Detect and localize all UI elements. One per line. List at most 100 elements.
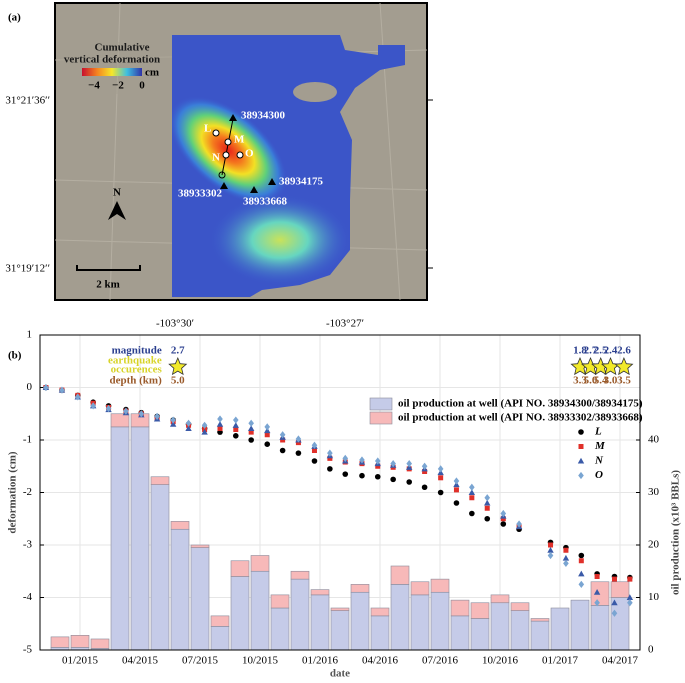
point [484, 494, 491, 502]
bar [470, 618, 490, 651]
point [217, 425, 223, 431]
legend-label: M [594, 440, 606, 452]
earthquake-legend: earthquake [108, 355, 162, 367]
point [123, 407, 129, 415]
y-tick-label: -3 [23, 539, 33, 551]
bar [530, 618, 550, 622]
point [562, 554, 570, 561]
point [327, 455, 333, 461]
point [453, 477, 460, 485]
point [374, 457, 381, 465]
bar [430, 591, 450, 651]
bar [170, 528, 190, 651]
y-tick-label: -2 [23, 486, 32, 498]
y2-tick-label: 20 [648, 539, 660, 551]
point [516, 520, 522, 528]
earthquake-star [168, 356, 188, 376]
point [422, 469, 428, 474]
point [627, 599, 633, 607]
point [359, 472, 365, 479]
bar [290, 570, 310, 580]
point [563, 547, 569, 553]
point [138, 410, 145, 418]
point [390, 460, 396, 468]
bar [70, 634, 90, 648]
point [627, 576, 633, 582]
bar [590, 581, 610, 606]
bar [110, 426, 130, 651]
bar [90, 638, 110, 649]
point-label: M [234, 134, 245, 146]
colorbar-title: Cumulative [95, 42, 150, 54]
point [74, 393, 81, 401]
point [201, 428, 208, 435]
earthquake-legend: magnitude [112, 345, 162, 357]
point [390, 476, 396, 483]
magnitude-label: 2.4 [604, 345, 618, 357]
lat-label: 31°21′36′′ [5, 95, 50, 107]
point [548, 542, 554, 548]
y2-tick-label: 30 [648, 486, 660, 498]
point [578, 552, 585, 559]
depth-label: 3.5 [617, 375, 631, 387]
earthquake-legend: occurences [111, 364, 163, 376]
point [453, 487, 459, 493]
point [170, 416, 176, 424]
point [500, 509, 507, 518]
point [327, 466, 333, 472]
point [295, 435, 302, 443]
y-tick-label: 1 [27, 329, 33, 341]
bar [390, 565, 410, 585]
colorbar-tick-label: −4 [88, 80, 100, 92]
legend-label: O [595, 469, 603, 481]
bar [450, 615, 470, 651]
bar [130, 426, 150, 651]
point [185, 425, 192, 432]
point [279, 447, 286, 454]
x-tick-label: 04/2017 [602, 655, 639, 667]
legend-label: L [594, 426, 602, 438]
point [594, 599, 600, 607]
scale-bar [76, 265, 141, 271]
plot-frame [39, 334, 641, 651]
bar [190, 547, 210, 651]
magnitude-label: 2.7 [584, 345, 598, 357]
bar [550, 607, 570, 651]
colorbar-tick-label: 0 [139, 80, 145, 92]
y2-axis-label: oil production (x10³ BBLs) [670, 470, 682, 595]
depth-label: 5.0 [584, 375, 598, 387]
y-tick-label: 0 [27, 381, 33, 393]
point [469, 483, 475, 491]
point [375, 463, 381, 469]
bar [210, 626, 230, 651]
map-panel: Cumulative vertical deformation cm −4 −2 0… [5, 2, 433, 330]
colorbar-ticks: −4 −2 0 [88, 80, 145, 92]
x-tick-label: 07/2015 [182, 655, 219, 667]
point [437, 465, 444, 473]
magnitude-label: 1.8 [573, 345, 587, 357]
point [594, 574, 600, 579]
colorbar-unit: cm [145, 67, 159, 79]
bar [150, 484, 170, 651]
point [264, 423, 271, 431]
legend-label: N [594, 455, 604, 467]
point [311, 458, 318, 464]
bar [290, 578, 310, 651]
point [578, 580, 585, 588]
point [295, 450, 302, 456]
bar [310, 589, 330, 596]
x-tick-label: 10/2015 [242, 655, 279, 667]
lon-label: -103°27′ [326, 318, 364, 330]
well-trace [221, 118, 234, 176]
x-tick-label: 04/2015 [122, 655, 159, 667]
point [593, 589, 601, 595]
bar [330, 607, 350, 611]
point [500, 521, 507, 527]
bar [510, 610, 530, 651]
lon-label: -103°30′ [156, 318, 194, 330]
point [90, 402, 96, 410]
gps-points [212, 129, 244, 179]
depth-label: 5.0 [171, 375, 185, 387]
magnitude-label: 2.6 [617, 345, 631, 357]
point [453, 500, 460, 506]
